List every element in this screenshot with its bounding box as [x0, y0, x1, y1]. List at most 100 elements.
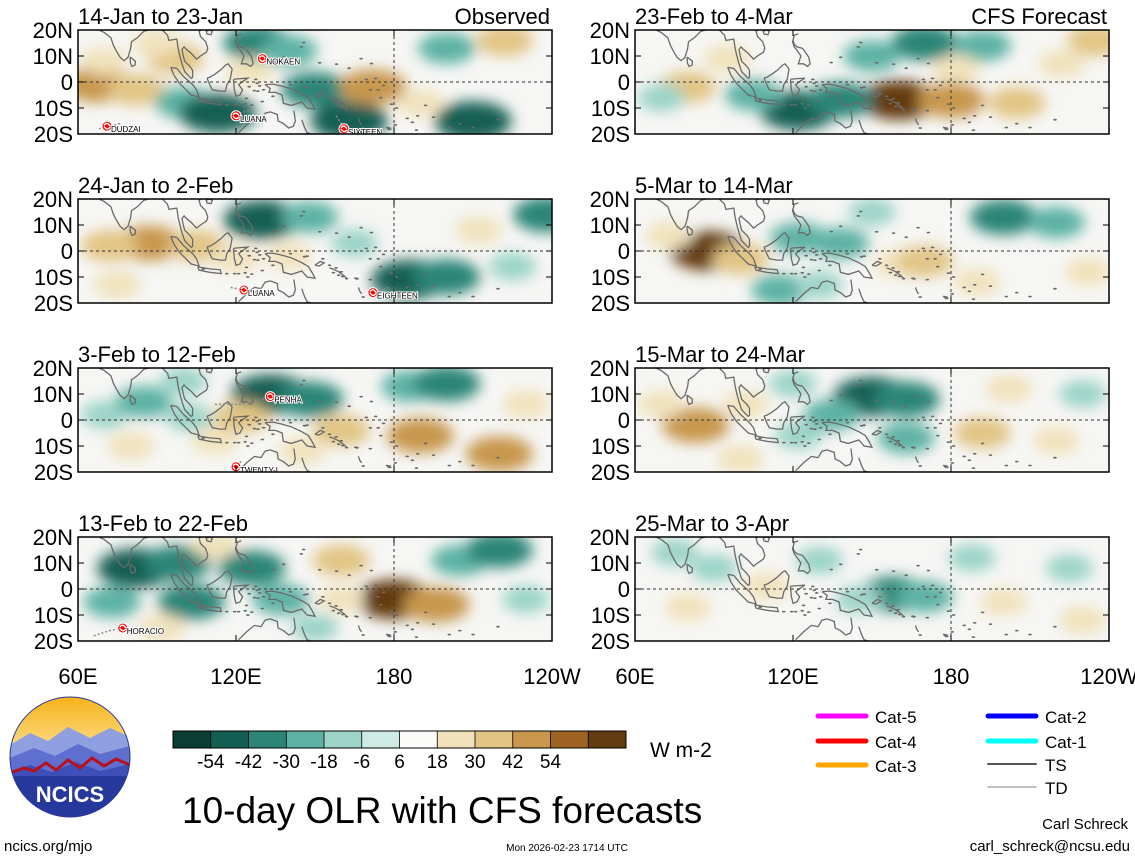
- olr-anomaly-blob: [664, 593, 712, 622]
- island: [344, 446, 349, 449]
- island: [845, 83, 850, 86]
- coastline: [170, 573, 201, 606]
- island: [271, 602, 275, 605]
- island: [804, 254, 808, 257]
- legend-label: TD: [1045, 779, 1068, 798]
- coastline: [795, 110, 853, 134]
- olr-anomaly-blob: [252, 583, 310, 616]
- island: [423, 442, 428, 445]
- island: [334, 401, 339, 403]
- island: [369, 400, 374, 403]
- island: [225, 610, 229, 613]
- olr-anomaly-blob: [93, 270, 142, 299]
- y-tick-label: 20S: [34, 629, 73, 654]
- coastline: [197, 97, 223, 106]
- olr-anomaly-blob: [1032, 426, 1080, 455]
- coastline: [314, 598, 326, 605]
- island: [496, 456, 500, 459]
- column-label: Observed: [455, 4, 550, 29]
- olr-anomaly-blob: [891, 30, 959, 61]
- island: [405, 624, 410, 627]
- island: [896, 270, 901, 273]
- island: [394, 276, 399, 278]
- island: [950, 462, 955, 464]
- olr-anomaly-blob: [276, 381, 344, 417]
- island: [261, 595, 266, 598]
- coastline: [791, 202, 811, 237]
- island: [261, 426, 266, 429]
- island: [1004, 464, 1009, 467]
- island: [281, 563, 286, 566]
- coastline: [357, 456, 363, 464]
- coastline: [763, 231, 790, 261]
- coastline: [205, 537, 214, 543]
- island: [897, 106, 902, 109]
- island: [458, 629, 462, 632]
- author: Carl Schreck: [1042, 816, 1128, 833]
- coastlines: [98, 368, 500, 472]
- coastlines: [98, 30, 500, 134]
- island: [789, 272, 794, 275]
- coastline: [914, 625, 920, 633]
- island: [389, 441, 394, 443]
- coastline: [686, 225, 694, 237]
- island: [247, 254, 251, 257]
- island: [801, 604, 806, 607]
- island: [921, 416, 926, 419]
- island: [301, 210, 306, 213]
- island: [410, 290, 415, 293]
- coastline: [886, 436, 905, 448]
- island: [933, 257, 937, 260]
- island: [261, 257, 266, 260]
- island: [962, 455, 966, 458]
- island: [803, 107, 807, 109]
- island: [980, 611, 985, 614]
- storm-label: HORACIO: [127, 627, 164, 636]
- island: [946, 441, 951, 443]
- coastline: [197, 266, 223, 275]
- coastline: [821, 252, 874, 280]
- island: [340, 106, 345, 109]
- island: [971, 467, 976, 469]
- olr-field: NOKAEN LUANA SIXTEEN DUDZAI: [78, 30, 552, 134]
- island: [926, 62, 931, 65]
- island: [232, 103, 237, 106]
- coastline: [264, 590, 317, 618]
- island: [967, 628, 972, 631]
- island: [302, 255, 307, 258]
- island: [828, 264, 832, 267]
- island: [261, 88, 266, 91]
- island: [415, 452, 420, 455]
- island: [801, 97, 806, 100]
- coastline: [655, 368, 707, 400]
- island: [364, 416, 369, 419]
- olr-anomaly-blob: [948, 543, 996, 572]
- olr-anomaly-blob: [81, 230, 139, 262]
- coastline: [129, 56, 137, 68]
- island: [321, 88, 325, 91]
- olr-anomaly-blob: [218, 550, 286, 586]
- coastline: [314, 429, 326, 436]
- coastline: [232, 415, 251, 436]
- colorbar-swatch: [210, 731, 249, 748]
- island: [859, 255, 864, 258]
- olr-field: [635, 30, 1109, 134]
- coastline: [795, 448, 853, 472]
- island: [884, 95, 889, 98]
- island: [393, 293, 398, 295]
- island: [431, 454, 436, 456]
- olr-anomaly-blob: [191, 537, 239, 559]
- island: [916, 395, 920, 398]
- island: [247, 423, 251, 426]
- storm-track: LUANA: [230, 109, 268, 125]
- colorbar-tick-label: -6: [353, 752, 370, 773]
- coastline: [161, 30, 209, 80]
- island: [246, 614, 250, 616]
- olr-anomaly-blob: [795, 270, 843, 299]
- y-tick-label: 10N: [590, 382, 630, 407]
- island: [299, 553, 304, 555]
- coastline: [789, 246, 806, 267]
- island: [803, 614, 807, 616]
- olr-anomaly-blob: [178, 93, 257, 133]
